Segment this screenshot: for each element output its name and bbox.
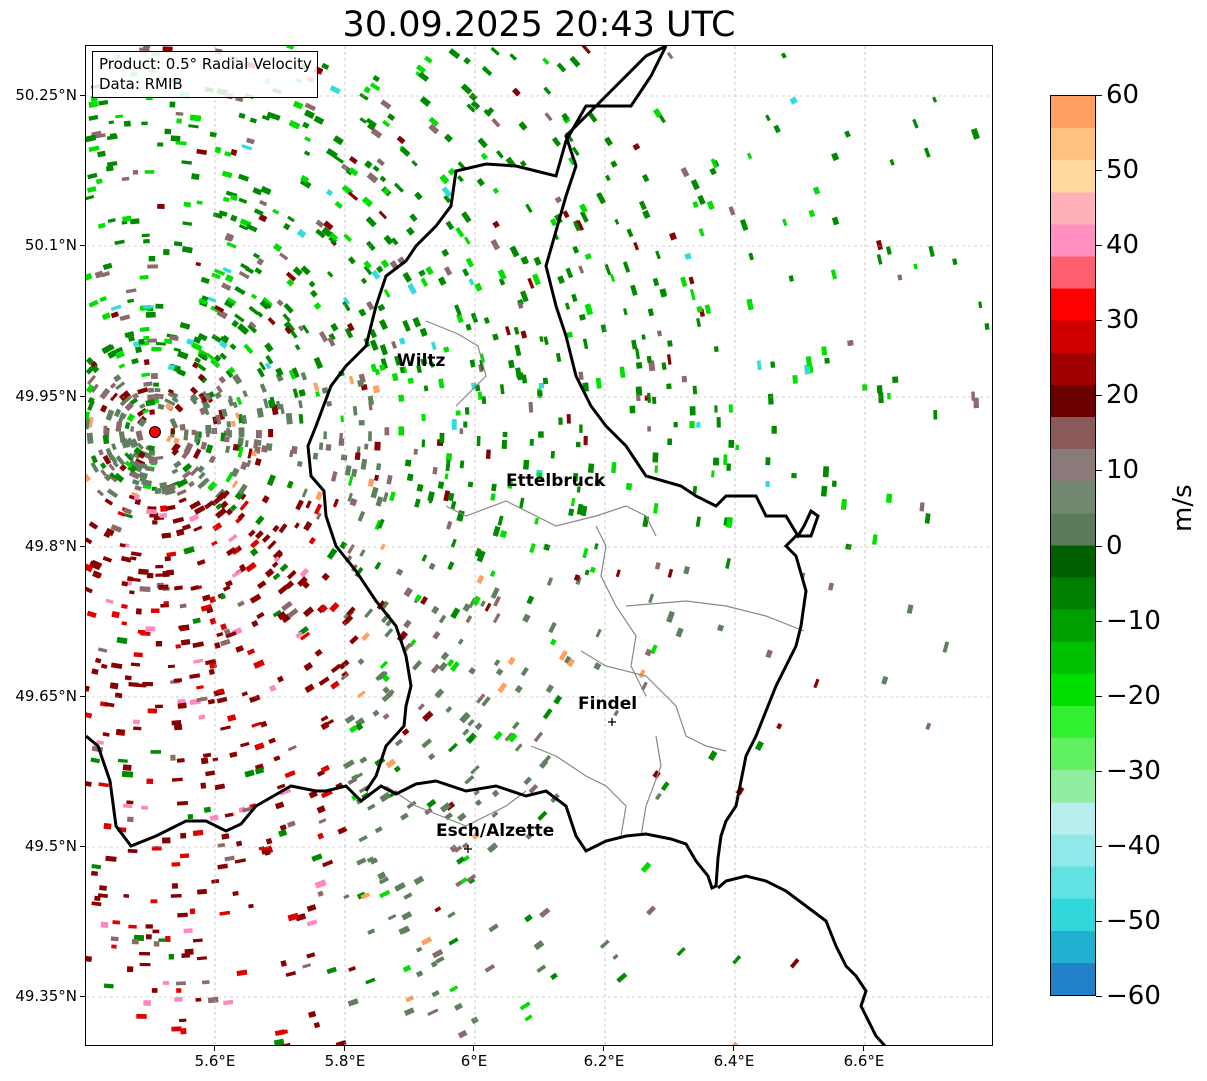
lat-label: 50.25°N (15, 86, 77, 104)
lat-tick (80, 396, 85, 397)
lon-tick (214, 1046, 215, 1051)
colorbar-tick (1096, 696, 1102, 697)
colorbar-tick (1096, 921, 1102, 922)
radar-map-canvas (86, 46, 992, 1045)
map-gridlines (86, 46, 992, 1045)
lon-label: 6.2°E (583, 1052, 625, 1070)
lon-tick (344, 1046, 345, 1051)
colorbar-tick (1096, 170, 1102, 171)
velocity-echo-layer (86, 46, 990, 1045)
radar-map[interactable] (85, 45, 993, 1046)
city-label-findel: Findel (578, 694, 638, 714)
lon-tick (473, 1046, 474, 1051)
lon-label: 6.6°E (843, 1052, 885, 1070)
lat-label: 49.5°N (24, 837, 77, 855)
colorbar-tick-label: −30 (1106, 756, 1161, 786)
lon-label: 6.4°E (713, 1052, 755, 1070)
colorbar-tick (1096, 245, 1102, 246)
national-border-east (717, 874, 887, 1045)
lat-tick (80, 846, 85, 847)
lat-tick (80, 245, 85, 246)
colorbar-tick-label: −50 (1106, 906, 1161, 936)
national-border-west (306, 46, 668, 792)
colorbar-tick (1096, 996, 1102, 997)
data-source-label: Data: RMIB (99, 75, 183, 93)
lat-label: 49.8°N (24, 537, 77, 555)
lat-tick (80, 696, 85, 697)
colorbar-tick (1096, 95, 1102, 96)
lat-label: 49.95°N (15, 387, 77, 405)
canton-borders (385, 320, 805, 837)
colorbar-tick-label: 10 (1106, 455, 1140, 485)
colorbar-tick-label: 40 (1106, 230, 1140, 260)
colorbar-tick-label: 20 (1106, 380, 1140, 410)
lon-tick (603, 1046, 604, 1051)
colorbar-tick (1096, 846, 1102, 847)
lat-label: 49.65°N (15, 687, 77, 705)
lat-label: 49.35°N (15, 987, 77, 1005)
national-border (86, 46, 820, 891)
lon-label: 5.6°E (194, 1052, 236, 1070)
colorbar-tick-label: 30 (1106, 305, 1140, 335)
lat-tick (80, 996, 85, 997)
lon-label: 6°E (460, 1052, 488, 1070)
colorbar-tick-label: −10 (1106, 606, 1161, 636)
lat-tick (80, 95, 85, 96)
colorbar-tick (1096, 320, 1102, 321)
colorbar-tick-label: −20 (1106, 681, 1161, 711)
colorbar-tick (1096, 771, 1102, 772)
lat-tick (80, 546, 85, 547)
colorbar-unit-label: m/s (1168, 484, 1198, 532)
lon-tick (733, 1046, 734, 1051)
city-markers (464, 718, 616, 853)
velocity-colorbar (1050, 95, 1096, 996)
radar-site-marker (146, 423, 164, 441)
colorbar-tick-label: −60 (1106, 981, 1161, 1011)
product-label: Product: 0.5° Radial Velocity (99, 55, 312, 73)
colorbar-tick (1096, 546, 1102, 547)
info-box: Product: 0.5° Radial Velocity Data: RMIB (92, 51, 318, 98)
chart-title: 30.09.2025 20:43 UTC (342, 5, 736, 45)
city-label-ettelbruck: Ettelbruck (506, 471, 606, 491)
colorbar-tick-label: 60 (1106, 80, 1140, 110)
colorbar-tick (1096, 395, 1102, 396)
colorbar-tick-label: 50 (1106, 155, 1140, 185)
city-label-esch-alzette: Esch/Alzette (436, 821, 555, 841)
colorbar-tick-label: 0 (1106, 531, 1123, 561)
lon-tick (863, 1046, 864, 1051)
colorbar-tick-label: −40 (1106, 831, 1161, 861)
lat-label: 50.1°N (24, 236, 77, 254)
colorbar-tick (1096, 470, 1102, 471)
city-label-wiltz: Wiltz (397, 351, 446, 371)
lon-label: 5.8°E (324, 1052, 366, 1070)
colorbar-tick (1096, 621, 1102, 622)
